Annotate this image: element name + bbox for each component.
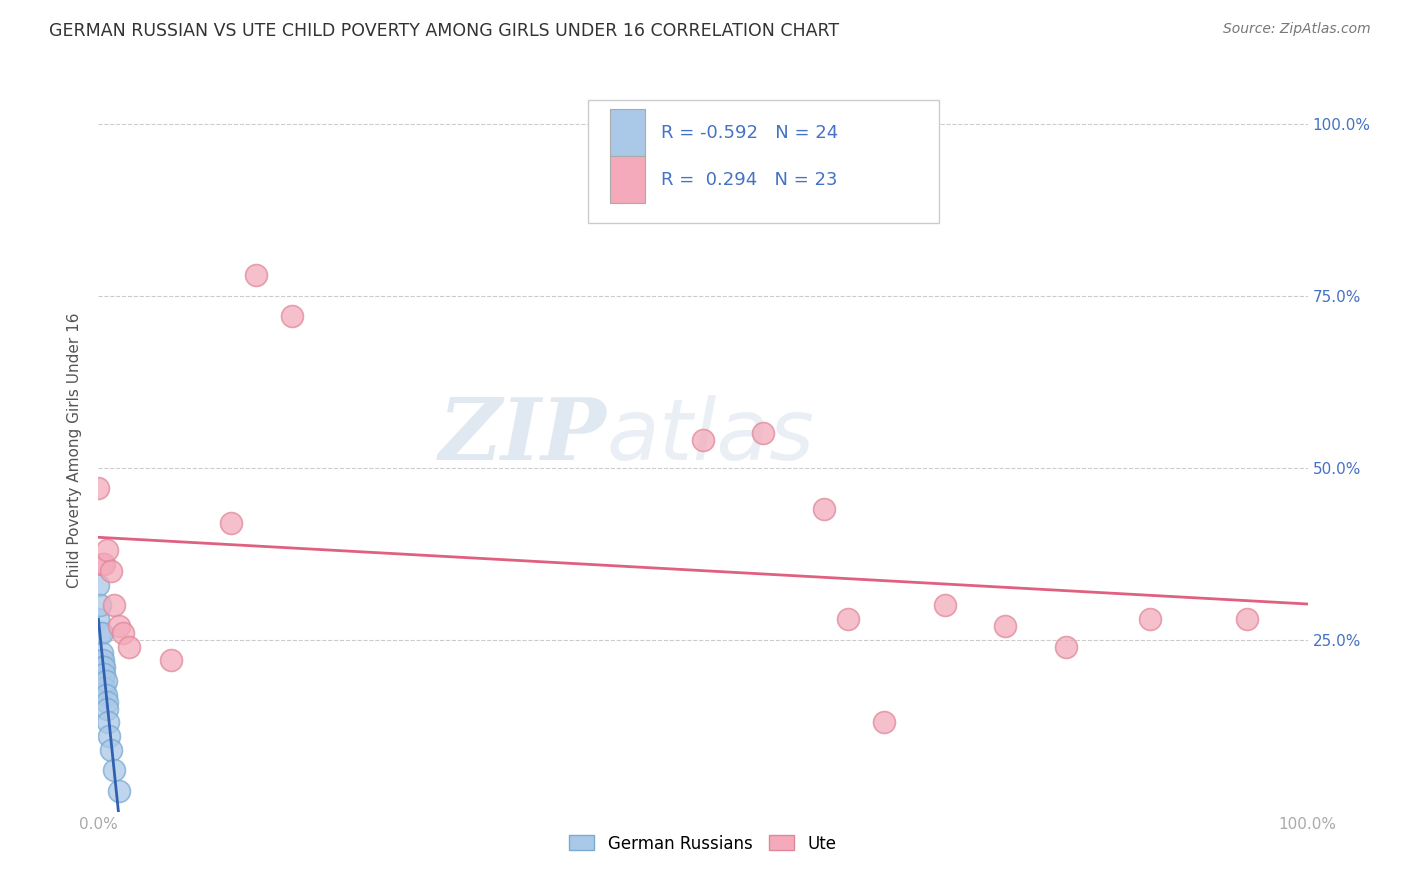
Point — [91, 653, 114, 667]
Point — [1054, 640, 1077, 654]
Point — [160, 653, 183, 667]
Point — [96, 701, 118, 715]
Point — [97, 715, 120, 730]
FancyBboxPatch shape — [610, 110, 645, 156]
Point — [752, 426, 775, 441]
Point — [91, 625, 114, 640]
Point — [813, 502, 835, 516]
Point — [100, 564, 122, 578]
Point — [89, 625, 111, 640]
Point — [934, 599, 956, 613]
Point — [91, 660, 114, 674]
Point — [89, 599, 111, 613]
Legend: German Russians, Ute: German Russians, Ute — [564, 830, 842, 857]
Point — [96, 543, 118, 558]
Point — [91, 673, 114, 688]
Point — [221, 516, 243, 530]
Point — [90, 653, 112, 667]
Point — [87, 612, 110, 626]
Point — [93, 681, 115, 695]
Point — [873, 715, 896, 730]
Point — [111, 625, 134, 640]
Point — [692, 433, 714, 447]
Point — [96, 695, 118, 709]
Point — [103, 599, 125, 613]
Point — [118, 640, 141, 654]
Point — [87, 481, 110, 495]
Point — [98, 729, 121, 743]
Point — [100, 743, 122, 757]
Text: atlas: atlas — [606, 394, 814, 477]
Text: Source: ZipAtlas.com: Source: ZipAtlas.com — [1223, 22, 1371, 37]
Point — [93, 660, 115, 674]
Point — [103, 764, 125, 778]
Point — [87, 577, 110, 591]
FancyBboxPatch shape — [610, 156, 645, 202]
Y-axis label: Child Poverty Among Girls Under 16: Child Poverty Among Girls Under 16 — [67, 313, 83, 588]
Text: GERMAN RUSSIAN VS UTE CHILD POVERTY AMONG GIRLS UNDER 16 CORRELATION CHART: GERMAN RUSSIAN VS UTE CHILD POVERTY AMON… — [49, 22, 839, 40]
Point — [837, 612, 859, 626]
Point — [93, 667, 115, 681]
Point — [94, 673, 117, 688]
Text: ZIP: ZIP — [439, 394, 606, 478]
Point — [108, 784, 131, 798]
FancyBboxPatch shape — [588, 100, 939, 223]
Point — [91, 660, 114, 674]
Point — [94, 688, 117, 702]
Point — [994, 619, 1017, 633]
Point — [93, 557, 115, 571]
Point — [91, 647, 114, 661]
Point — [91, 557, 114, 571]
Point — [1139, 612, 1161, 626]
Point — [90, 660, 112, 674]
Text: R =  0.294   N = 23: R = 0.294 N = 23 — [661, 170, 837, 188]
Point — [281, 310, 304, 324]
Text: R = -0.592   N = 24: R = -0.592 N = 24 — [661, 124, 838, 142]
Point — [245, 268, 267, 282]
Point — [108, 619, 131, 633]
Point — [1236, 612, 1258, 626]
